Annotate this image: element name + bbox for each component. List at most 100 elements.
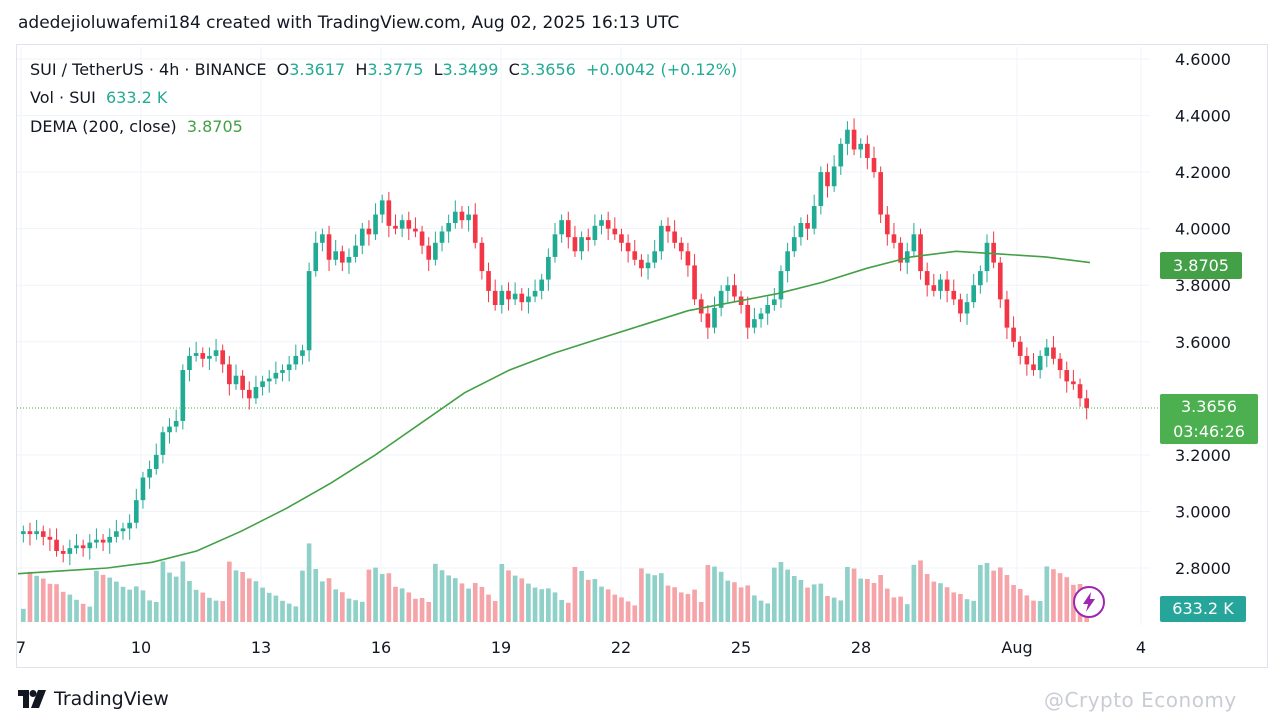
candle-body	[1077, 384, 1083, 399]
candle-body	[67, 548, 73, 554]
candle-body	[884, 214, 890, 235]
ohlc-legend[interactable]: SUI / TetherUS · 4h · BINANCE O3.3617 H3…	[30, 60, 737, 79]
candle-body	[865, 143, 870, 158]
price-tick-label: 3.8000	[1175, 276, 1231, 295]
price-tick-label: 4.2000	[1175, 163, 1231, 182]
dema-legend[interactable]: DEMA (200, close) 3.8705	[30, 117, 243, 136]
volume-bar	[340, 592, 345, 622]
candle-body	[924, 271, 930, 286]
time-tick-label: 28	[851, 638, 871, 657]
volume-bar	[791, 576, 797, 622]
candle-body	[346, 256, 352, 263]
candle-body	[672, 231, 677, 243]
candle-body	[359, 228, 365, 246]
volume-bar	[685, 594, 691, 622]
candle-body	[246, 389, 252, 399]
candle-body	[100, 539, 106, 543]
volume-bar	[805, 587, 810, 622]
volume-bar	[47, 583, 53, 622]
volume-bar	[1051, 569, 1056, 622]
time-tick-label: 16	[371, 638, 391, 657]
volume-bar	[838, 600, 844, 622]
candle-body	[413, 228, 418, 232]
candle-body	[805, 223, 810, 229]
candle-body	[313, 242, 319, 272]
candle-body	[978, 271, 983, 286]
volume-bar	[659, 573, 664, 622]
volume-bar	[632, 605, 638, 622]
candle-body	[446, 223, 451, 232]
candle-body	[120, 528, 126, 532]
candle-body	[114, 531, 119, 537]
volume-bar	[506, 570, 511, 622]
candle-body	[200, 353, 206, 359]
volume-bar	[1017, 589, 1023, 622]
candle-body	[918, 234, 923, 272]
volume-bar	[958, 594, 963, 622]
candle-body	[592, 225, 598, 240]
volume-bar	[924, 574, 930, 622]
candle-body	[353, 245, 358, 257]
candle-body	[1037, 355, 1043, 371]
candle-body	[519, 293, 525, 303]
candle-body	[193, 353, 199, 356]
tradingview-logo[interactable]: TradingView	[18, 688, 169, 710]
candle-body	[173, 420, 179, 427]
volume-bar	[40, 578, 46, 622]
volume-value: 633.2 K	[105, 88, 168, 107]
volume-bar	[565, 602, 571, 622]
volume-bar	[718, 571, 724, 622]
volume-bar	[94, 570, 99, 622]
candle-body	[685, 251, 691, 266]
price-tick-label: 4.4000	[1175, 107, 1231, 126]
candle-body	[286, 364, 292, 371]
volume-bar	[599, 586, 604, 622]
volume-bar	[280, 600, 285, 622]
volume-bar	[997, 567, 1003, 622]
time-tick-label: 7	[16, 638, 26, 657]
volume-legend[interactable]: Vol · SUI 633.2 K	[30, 88, 167, 107]
candle-body	[386, 200, 392, 226]
candle-body	[40, 531, 46, 537]
volume-bar	[87, 606, 93, 622]
candle-body	[858, 143, 864, 150]
volume-bar	[818, 583, 824, 622]
volume-bar	[898, 596, 903, 622]
lightning-icon[interactable]	[1072, 585, 1106, 619]
volume-bar	[1044, 566, 1050, 622]
candle-body	[1044, 347, 1050, 356]
candle-body	[433, 242, 438, 260]
volume-bar	[120, 586, 126, 622]
price-tick-label: 4.6000	[1175, 50, 1231, 69]
candle-body	[585, 237, 591, 240]
volume-bar	[911, 564, 917, 622]
volume-bar	[1031, 600, 1036, 622]
volume-bar	[187, 581, 192, 622]
candle-body	[532, 290, 538, 297]
candle-body	[213, 350, 219, 356]
candle-body	[499, 290, 505, 306]
volume-bar	[785, 569, 790, 622]
volume-bar	[399, 588, 405, 622]
candle-body	[153, 454, 159, 470]
volume-bar	[180, 561, 186, 622]
candle-body	[692, 265, 697, 300]
candle-body	[665, 225, 671, 232]
candle-body	[300, 350, 305, 356]
watermark-text: @Crypto Economy	[1044, 688, 1237, 712]
candle-body	[187, 355, 192, 371]
candle-body	[632, 251, 638, 260]
candle-body	[320, 234, 325, 243]
candle-body	[732, 285, 737, 297]
volume-bar	[167, 572, 172, 622]
candle-body	[87, 542, 93, 549]
volume-bar	[300, 570, 305, 622]
volume-bar	[539, 589, 545, 622]
symbol-label[interactable]: SUI / TetherUS · 4h · BINANCE	[30, 60, 267, 79]
volume-bar	[546, 588, 551, 622]
candle-body	[639, 259, 644, 269]
volume-tag: 633.2 K	[1160, 596, 1246, 622]
volume-bar	[446, 575, 451, 622]
candle-body	[366, 228, 372, 235]
